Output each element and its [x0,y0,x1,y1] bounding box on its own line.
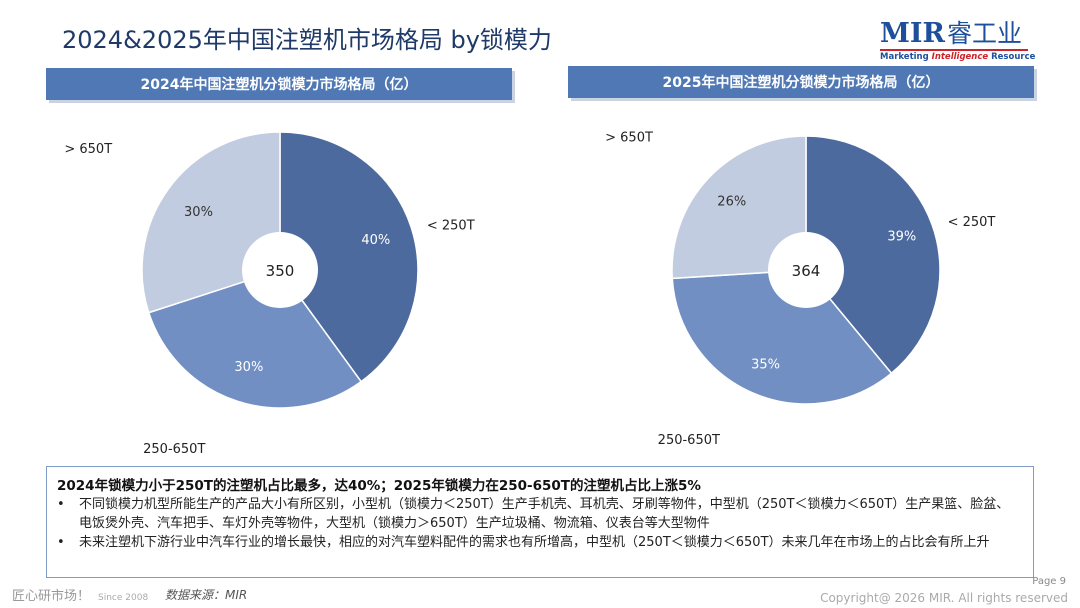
footer-since: Since 2008 [98,593,149,603]
pie-slice [279,131,419,383]
slice-category-label: > 650T [605,130,653,145]
slice-percent-label: 30% [184,205,213,220]
summary-bullet: • 未来注塑机下游行业中汽车行业的增长最快，相应的对汽车塑料配件的需求也有所增高… [57,533,1022,552]
slice-percent-label: 40% [361,233,390,248]
copyright: Copyright@ 2026 MIR. All rights reserved [820,591,1068,605]
slice-category-label: < 250T [948,215,996,230]
logo-wordmark: MIR睿工业 [880,14,1022,50]
page-title: 2024&2025年中国注塑机市场格局 by锁模力 [62,26,552,54]
bullet-dot: • [57,497,65,512]
pie-center-total: 350 [266,262,295,280]
summary-headline: 2024年锁模力小于250T的注塑机占比最多，达40%；2025年锁模力在250… [57,478,701,494]
slice-percent-label: 30% [234,360,263,375]
logo-cn-name: 睿工业 [946,19,1022,48]
pie-center-total: 364 [792,262,821,280]
slice-category-label: 250-650T [658,433,720,448]
chart-2025-title: 2025年中国注塑机分锁模力市场格局（亿） [568,66,1034,98]
pie-slice [671,269,893,405]
slice-percent-label: 39% [887,230,916,245]
summary-bullet-text: 未来注塑机下游行业中汽车行业的增长最快，相应的对汽车塑料配件的需求也有所增高，中… [79,535,990,550]
summary-box: 2024年锁模力小于250T的注塑机占比最多，达40%；2025年锁模力在250… [46,466,1034,578]
data-source: 数据来源：MIR [165,588,248,602]
summary-bullet: • 不同锁模力机型所能生产的产品大小有所区别，小型机（锁模力＜250T）生产手机… [57,495,1022,533]
pie-slice [147,269,363,409]
pie-center-hole [242,232,318,308]
pie-center-hole [768,232,844,308]
bullet-dot: • [57,535,65,550]
pie-slice [805,135,941,375]
logo-mark: MIR [880,18,945,49]
footer-brand: 匠心研市场！ Since 2008 [12,585,148,604]
slice-category-label: < 250T [427,218,475,233]
footer-slogan: 匠心研市场！ [12,589,91,604]
slice-category-label: > 650T [64,142,112,157]
summary-bullet-text: 不同锁模力机型所能生产的产品大小有所区别，小型机（锁模力＜250T）生产手机壳、… [79,497,1010,531]
slice-percent-label: 35% [751,357,780,372]
logo-divider [880,49,1028,51]
mir-logo: MIR睿工业 Marketing Intelligence Resource [880,14,1040,64]
logo-tagline: Marketing Intelligence Resource [880,52,1036,62]
slice-category-label: 250-650T [143,442,205,457]
page-number: Page 9 [1032,576,1066,587]
slice-percent-label: 26% [717,194,746,209]
chart-2024-title: 2024年中国注塑机分锁模力市场格局（亿） [46,68,512,100]
pie-slice [671,135,807,280]
